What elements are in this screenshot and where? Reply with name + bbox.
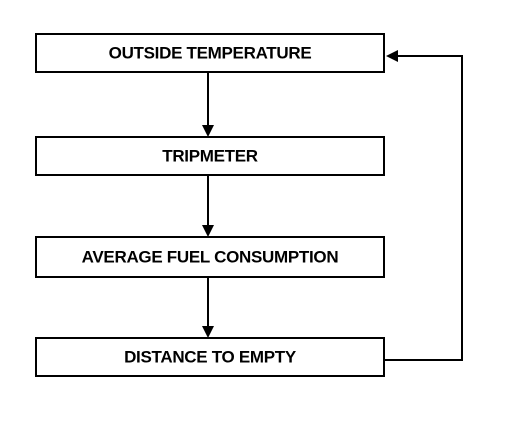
node-label: TRIPMETER [162,146,258,165]
node-box [35,337,385,377]
arrow-head [202,326,214,338]
arrow-head [202,225,214,237]
arrow-head [202,125,214,137]
node-box [35,236,385,278]
node-label: DISTANCE TO EMPTY [124,347,297,366]
node-box [35,33,385,73]
loop-arrow [384,55,463,361]
node-label: AVERAGE FUEL CONSUMPTION [82,247,339,266]
arrow-head [386,50,398,62]
node-box [35,136,385,176]
node-label: OUTSIDE TEMPERATURE [109,43,312,62]
